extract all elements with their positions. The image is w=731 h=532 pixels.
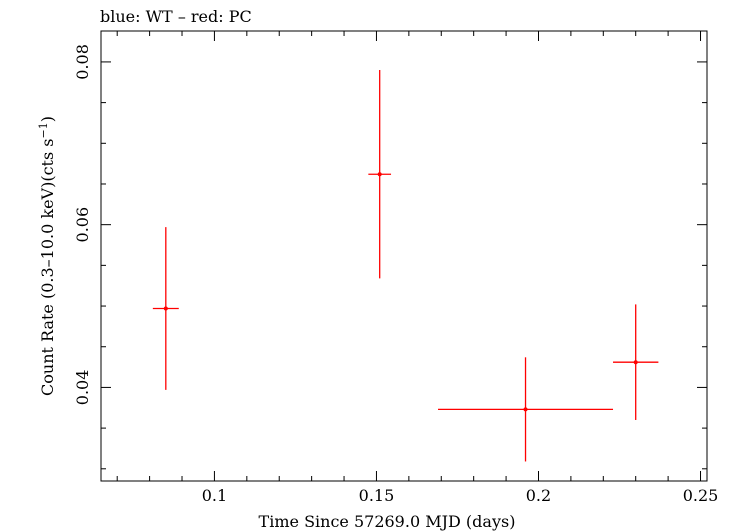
- data-point: [368, 70, 392, 279]
- point-marker: [633, 360, 638, 365]
- x-axis-label: Time Since 57269.0 MJD (days): [259, 512, 516, 531]
- y-axis-label-close: ): [38, 116, 57, 122]
- y-axis-label-superscript: −1: [37, 122, 50, 138]
- x-tick-label: 0.2: [526, 486, 551, 505]
- data-point: [613, 304, 659, 420]
- x-tick-label: 0.25: [683, 486, 719, 505]
- data-points: [152, 70, 659, 462]
- point-marker: [523, 407, 528, 412]
- x-axis-ticks: [116, 31, 702, 481]
- plot-frame: [100, 30, 708, 482]
- data-point: [438, 357, 614, 462]
- point-marker: [163, 306, 168, 311]
- y-tick-label: 0.08: [73, 44, 92, 80]
- y-axis-label-main: Count Rate (0.3–10.0 keV)(cts s: [38, 139, 57, 396]
- x-axis-tick-labels: 0.1 0.15 0.2 0.25: [202, 486, 719, 505]
- y-axis-tick-labels: 0.04 0.06 0.08: [73, 44, 92, 405]
- data-point: [152, 227, 179, 390]
- point-marker: [377, 172, 382, 177]
- x-tick-label: 0.15: [359, 486, 395, 505]
- y-axis-label: Count Rate (0.3–10.0 keV)(cts s−1): [37, 116, 57, 396]
- chart-title: blue: WT – red: PC: [100, 7, 252, 26]
- x-tick-label: 0.1: [202, 486, 227, 505]
- y-axis-ticks: [101, 61, 707, 470]
- y-tick-label: 0.04: [73, 370, 92, 406]
- y-tick-label: 0.06: [73, 207, 92, 243]
